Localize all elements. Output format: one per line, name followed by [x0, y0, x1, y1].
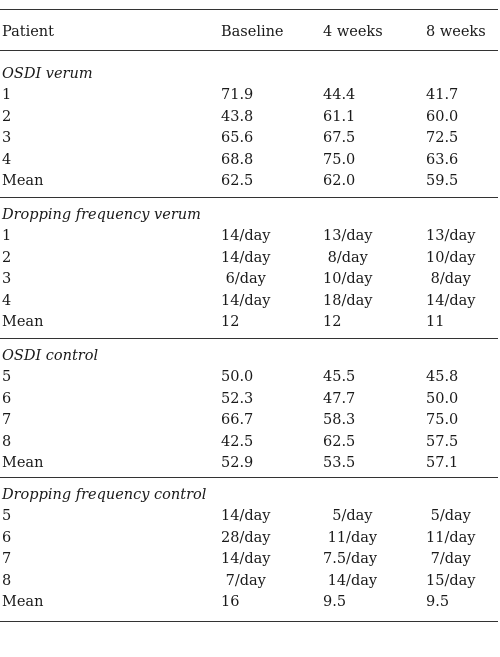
cell-w8: 5/day [426, 508, 471, 524]
cell-baseline: 66.7 [221, 412, 254, 428]
cell-w4: 67.5 [323, 130, 356, 146]
cell-baseline: 52.3 [221, 390, 254, 407]
cell-baseline: 14/day [221, 551, 271, 567]
cell-baseline: 65.6 [221, 130, 254, 146]
cell-baseline: 12 [221, 314, 240, 330]
cell-w4: 13/day [323, 228, 373, 244]
cell-patient: 3 [2, 130, 12, 146]
cell-baseline: 14/day [221, 508, 271, 524]
cell-w8: 10/day [426, 249, 476, 266]
cell-w4: 8/day [323, 249, 368, 266]
cell-w8: 63.6 [426, 151, 459, 168]
cell-baseline: 42.5 [221, 433, 254, 450]
section-title: Dropping frequency verum [2, 207, 201, 223]
cell-w4: 45.5 [323, 369, 356, 385]
cell-patient: Mean [2, 314, 44, 330]
cell-baseline: 14/day [221, 249, 271, 266]
cell-w4: 44.4 [323, 87, 356, 103]
cell-patient: 5 [2, 508, 12, 524]
cell-w4: 10/day [323, 271, 373, 287]
top-rule [0, 9, 498, 10]
cell-w4: 14/day [323, 572, 378, 589]
cell-w4: 7.5/day [323, 551, 378, 567]
bottom-rule [0, 621, 498, 622]
cell-baseline: 14/day [221, 292, 271, 309]
cell-w8: 57.5 [426, 433, 459, 450]
cell-w8: 75.0 [426, 412, 459, 428]
section-title: OSDI verum [2, 66, 93, 82]
cell-w4: 62.5 [323, 433, 356, 450]
cell-w4: 11/day [323, 529, 378, 546]
cell-baseline: 43.8 [221, 108, 254, 125]
cell-w8: 15/day [426, 572, 476, 589]
cell-baseline: 50.0 [221, 369, 254, 385]
cell-patient: 6 [2, 390, 12, 407]
cell-w8: 13/day [426, 228, 476, 244]
header-w4: 4 weeks [323, 24, 383, 40]
header-patient: Patient [2, 24, 54, 40]
cell-w8: 8/day [426, 271, 471, 287]
cell-w8: 57.1 [426, 455, 459, 471]
cell-baseline: 71.9 [221, 87, 254, 103]
header-baseline: Baseline [221, 24, 284, 40]
cell-patient: 6 [2, 529, 12, 546]
cell-w8: 72.5 [426, 130, 459, 146]
cell-w8: 50.0 [426, 390, 459, 407]
cell-w4: 5/day [323, 508, 373, 524]
cell-baseline: 62.5 [221, 173, 254, 189]
cell-patient: 4 [2, 292, 12, 309]
cell-w4: 58.3 [323, 412, 356, 428]
cell-patient: 2 [2, 249, 12, 266]
header-rule [0, 50, 498, 51]
cell-w8: 11 [426, 314, 445, 330]
cell-w4: 75.0 [323, 151, 356, 168]
cell-baseline: 28/day [221, 529, 271, 546]
cell-w8: 14/day [426, 292, 476, 309]
section-title: Dropping frequency control [2, 487, 207, 503]
cell-w4: 47.7 [323, 390, 356, 407]
cell-w4: 9.5 [323, 594, 347, 610]
cell-w4: 18/day [323, 292, 373, 309]
cell-w8: 60.0 [426, 108, 459, 125]
cell-patient: 7 [2, 551, 12, 567]
cell-w8: 11/day [426, 529, 476, 546]
cell-patient: 1 [2, 87, 12, 103]
cell-baseline: 14/day [221, 228, 271, 244]
cell-patient: 7 [2, 412, 12, 428]
cell-w8: 59.5 [426, 173, 459, 189]
cell-w8: 41.7 [426, 87, 459, 103]
cell-w8: 7/day [426, 551, 471, 567]
cell-patient: 8 [2, 433, 12, 450]
cell-patient: 1 [2, 228, 12, 244]
section-rule [0, 338, 498, 339]
cell-patient: Mean [2, 173, 44, 189]
cell-baseline: 68.8 [221, 151, 254, 168]
cell-w4: 62.0 [323, 173, 356, 189]
cell-patient: 5 [2, 369, 12, 385]
cell-baseline: 6/day [221, 271, 266, 287]
cell-patient: 8 [2, 572, 12, 589]
cell-w4: 61.1 [323, 108, 356, 125]
cell-w4: 12 [323, 314, 342, 330]
cell-baseline: 52.9 [221, 455, 254, 471]
cell-baseline: 7/day [221, 572, 266, 589]
cell-w4: 53.5 [323, 455, 356, 471]
cell-w8: 9.5 [426, 594, 450, 610]
section-title: OSDI control [2, 348, 99, 364]
cell-patient: Mean [2, 455, 44, 471]
header-w8: 8 weeks [426, 24, 486, 40]
cell-patient: Mean [2, 594, 44, 610]
cell-baseline: 16 [221, 594, 240, 610]
cell-patient: 4 [2, 151, 12, 168]
cell-patient: 2 [2, 108, 12, 125]
section-rule [0, 477, 498, 478]
section-rule [0, 197, 498, 198]
cell-w8: 45.8 [426, 369, 459, 385]
cell-patient: 3 [2, 271, 12, 287]
